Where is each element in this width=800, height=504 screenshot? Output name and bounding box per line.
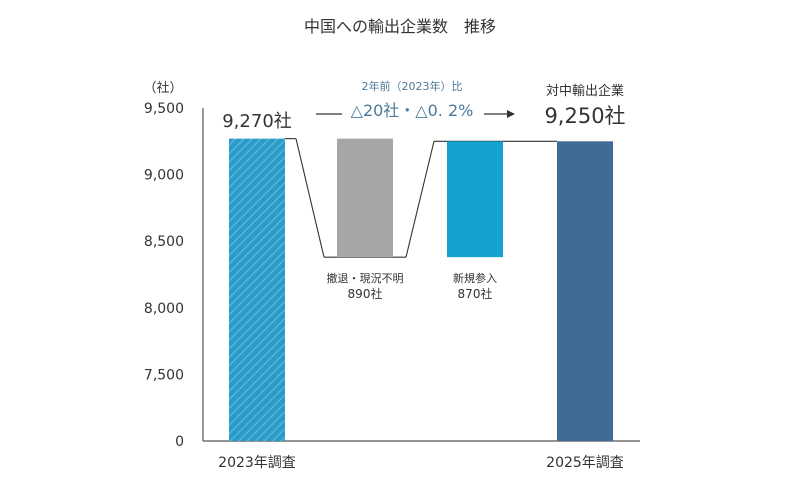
x-axis-labels: 2023年調査 2025年調査: [218, 455, 624, 471]
data-label-start: 9,270社: [222, 111, 292, 132]
change-value: △20社・△0. 2%: [351, 101, 474, 120]
y-tick-label: 9,500: [144, 101, 184, 117]
data-label-end-caption: 対中輸出企業: [546, 83, 624, 99]
data-label-exit-name: 撤退・現況不明: [327, 271, 404, 285]
y-tick-label: 0: [175, 434, 184, 450]
bar-2023: [229, 138, 285, 442]
y-tick-label: 8,500: [144, 234, 184, 250]
y-tick-label: 7,500: [144, 367, 184, 383]
chart-title: 中国への輸出企業数 推移: [304, 17, 496, 36]
data-label-end-value: 9,250社: [544, 104, 625, 128]
bar-exit: [337, 138, 393, 258]
connector-rise: [405, 141, 435, 258]
x-tick-label: 2023年調査: [218, 455, 296, 471]
bar-entry: [447, 141, 503, 258]
y-axis-ticks: 9,500 9,000 8,500 8,000 7,500 0: [144, 101, 184, 450]
change-caption: 2年前（2023年）比: [362, 79, 463, 93]
y-tick-label: 8,000: [144, 301, 184, 317]
data-label-entry-name: 新規参入: [453, 271, 497, 285]
connector-drop: [295, 138, 325, 258]
bar-2025: [557, 141, 613, 442]
bars: [229, 138, 613, 442]
data-label-entry-value: 870社: [458, 286, 493, 301]
y-tick-label: 9,000: [144, 168, 184, 184]
x-tick-label: 2025年調査: [546, 455, 624, 471]
y-axis-unit-label: （社）: [143, 80, 182, 96]
data-label-exit-value: 890社: [348, 286, 383, 301]
bar-connectors: [285, 138, 557, 258]
arrow-right-icon: [507, 110, 515, 118]
